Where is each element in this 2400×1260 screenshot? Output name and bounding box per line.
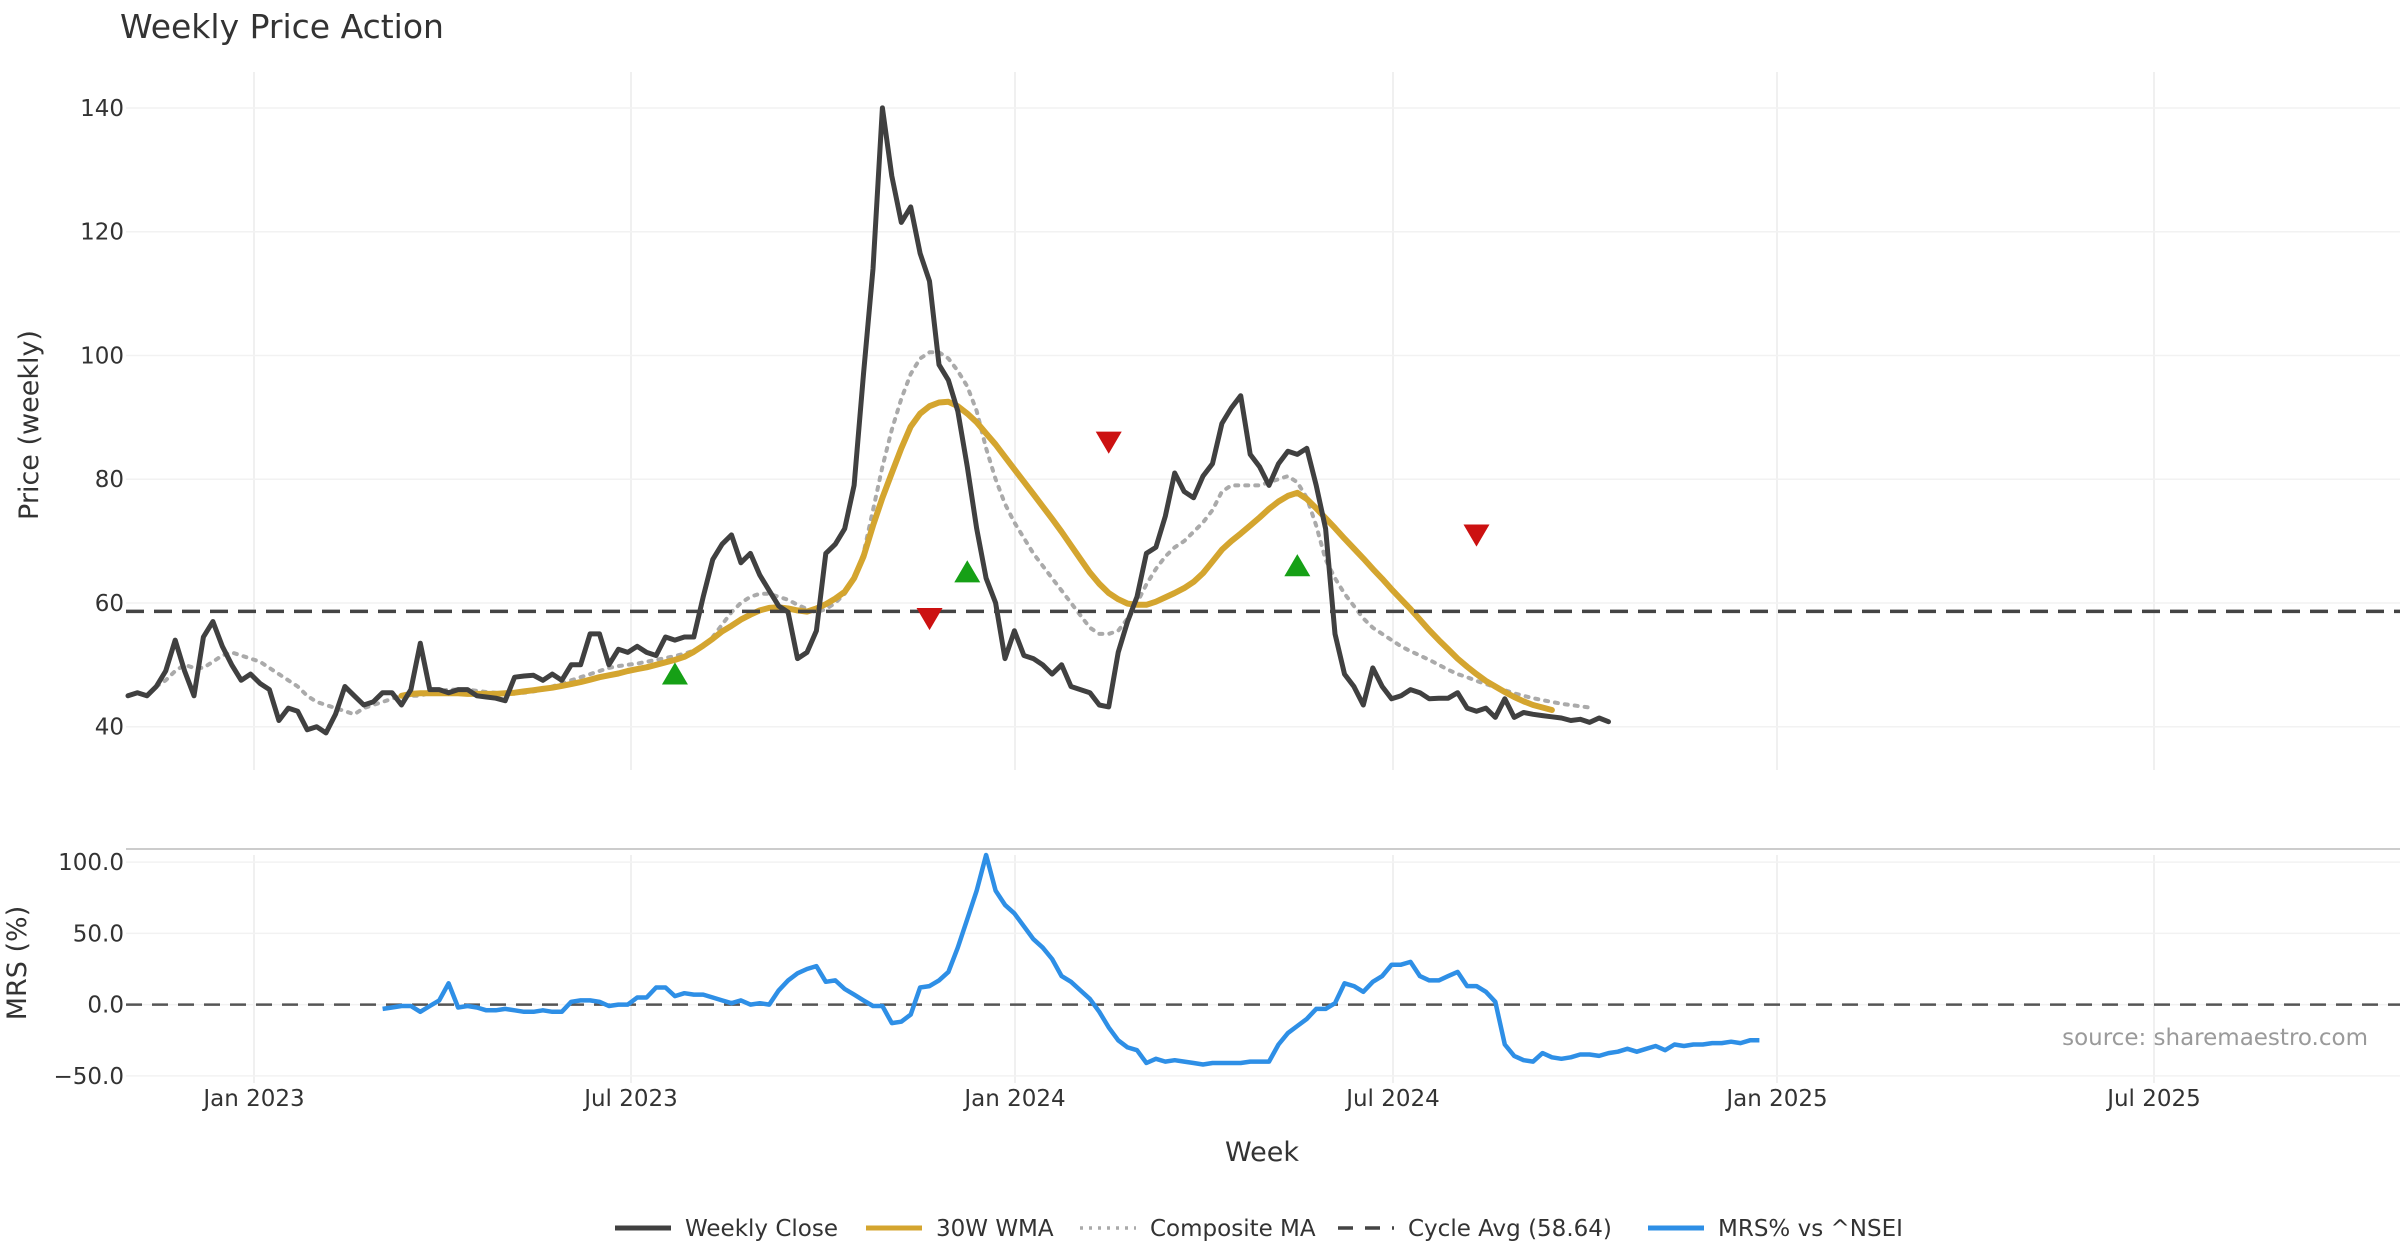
legend-label: Composite MA: [1150, 1216, 1316, 1242]
mrs-line: [382, 852, 1760, 1067]
source-label: source: sharemaestro.com: [2062, 1025, 2368, 1051]
chart-title: Weekly Price Action: [120, 7, 444, 46]
price-axis-label: Price (weekly): [14, 330, 45, 520]
buy-marker: [1284, 554, 1311, 577]
mrs-tick-label: 50.0: [73, 921, 124, 947]
sell-marker: [1463, 524, 1490, 547]
x-tick-label: Jul 2024: [1344, 1086, 1440, 1112]
sell-marker: [916, 608, 943, 631]
sell-marker: [1095, 431, 1122, 454]
x-tick-label: Jan 2025: [1724, 1086, 1827, 1112]
x-tick-label: Jul 2025: [2105, 1086, 2201, 1112]
price-tick-label: 80: [95, 467, 124, 493]
price-tick-label: 40: [95, 715, 124, 741]
price-tick-label: 120: [80, 220, 124, 246]
mrs-tick-label: 0.0: [87, 993, 124, 1019]
buy-marker: [954, 560, 981, 583]
mrs-tick-label: −50.0: [54, 1064, 124, 1090]
x-tick-label: Jan 2023: [201, 1086, 304, 1112]
mrs-axis-label: MRS (%): [2, 906, 33, 1021]
mrs-tick-label: 100.0: [58, 850, 124, 876]
axes: Jan 2023 Jul 2023 Jan 2024 Jul 2024 Jan 2025…: [54, 96, 2201, 1112]
price-tick-label: 100: [80, 343, 124, 369]
legend-label: MRS% vs ^NSEI: [1718, 1216, 1903, 1242]
buy-marker: [661, 662, 688, 685]
legend-label: 30W WMA: [936, 1216, 1054, 1242]
wma-30w-line: [398, 398, 1555, 713]
price-tick-label: 140: [80, 96, 124, 122]
price-tick-label: 60: [95, 591, 124, 617]
price-panel: [125, 105, 2400, 736]
legend: Weekly Close 30W WMA Composite MA Cycle Avg…: [615, 1216, 1903, 1242]
legend-label: Cycle Avg (58.64): [1408, 1216, 1612, 1242]
weekly-close-line: [125, 105, 1611, 736]
mrs-panel: [126, 852, 2400, 1067]
x-tick-label: Jul 2023: [582, 1086, 678, 1112]
x-tick-label: Jan 2024: [962, 1086, 1065, 1112]
x-axis-label: Week: [1225, 1137, 1299, 1168]
gridlines: [126, 72, 2400, 1083]
legend-label: Weekly Close: [685, 1216, 838, 1242]
